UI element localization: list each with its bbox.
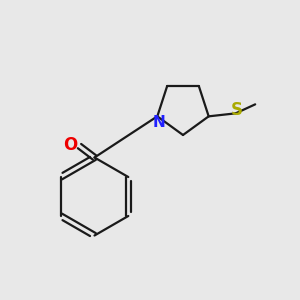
Text: N: N [152, 116, 165, 130]
Text: S: S [231, 101, 243, 119]
Text: O: O [63, 136, 77, 154]
